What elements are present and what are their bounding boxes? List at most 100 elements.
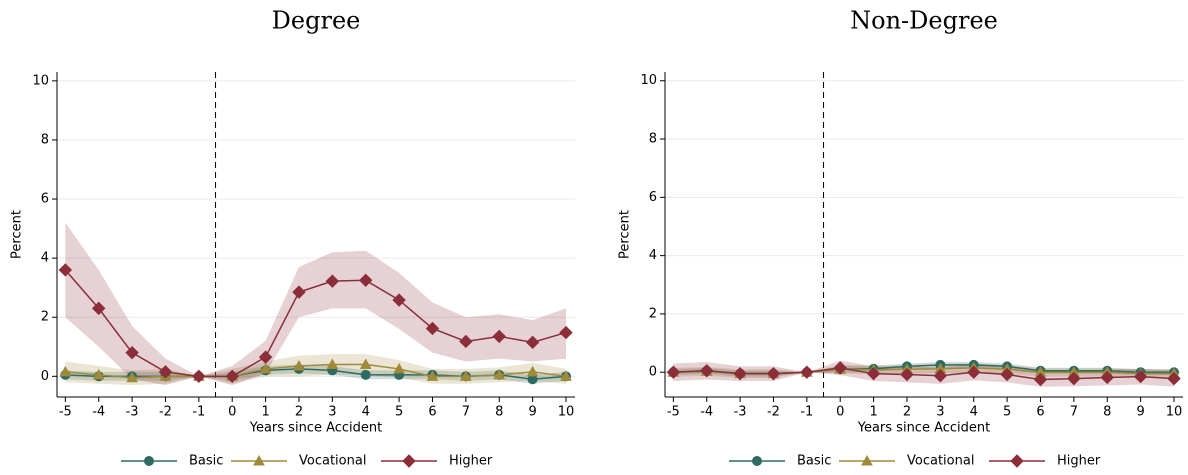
marker xyxy=(526,365,539,377)
series-line xyxy=(65,363,567,379)
confidence-band xyxy=(65,364,566,384)
marker xyxy=(525,335,540,350)
y-axis-label: Percent xyxy=(618,210,633,259)
x-tick-label: 10 xyxy=(1166,405,1183,420)
marker xyxy=(766,366,781,381)
legend-label: Basic xyxy=(797,454,831,469)
y-tick-label: 0 xyxy=(41,369,49,384)
x-tick-label: -1 xyxy=(192,405,205,420)
marker xyxy=(967,365,981,379)
chart-title: Degree xyxy=(272,7,361,35)
marker xyxy=(258,350,273,364)
marker xyxy=(1167,371,1181,386)
marker xyxy=(192,369,206,384)
x-tick-label: 10 xyxy=(558,405,575,420)
confidence-band xyxy=(65,222,566,386)
legend: Basic Vocational Higher xyxy=(729,454,1101,469)
marker xyxy=(392,293,406,307)
x-axis-label: Years since Accident xyxy=(249,421,383,436)
marker xyxy=(1100,370,1114,385)
y-tick-label: 10 xyxy=(32,73,49,88)
x-tick-label: 2 xyxy=(295,405,303,420)
y-tick-label: 2 xyxy=(649,306,657,321)
marker xyxy=(1033,372,1048,387)
legend-marker xyxy=(253,454,265,466)
marker xyxy=(493,368,506,380)
x-tick-label: 6 xyxy=(1036,405,1044,420)
y-tick-label: 10 xyxy=(640,73,657,88)
confidence-band xyxy=(673,363,1174,379)
marker xyxy=(733,366,747,381)
marker xyxy=(459,334,473,349)
x-tick-label: 5 xyxy=(395,405,403,420)
x-tick-label: 3 xyxy=(936,405,944,420)
marker xyxy=(360,369,371,380)
marker xyxy=(92,368,105,380)
x-tick-label: -4 xyxy=(92,405,105,420)
marker xyxy=(1067,371,1081,386)
y-tick-label: 6 xyxy=(649,190,657,205)
marker xyxy=(325,274,340,288)
legend-marker xyxy=(144,456,154,466)
x-tick-label: -5 xyxy=(59,405,72,420)
marker xyxy=(58,263,73,277)
y-tick-label: 0 xyxy=(649,365,657,380)
marker xyxy=(125,345,139,360)
y-axis-label: Percent xyxy=(10,210,25,259)
marker xyxy=(393,362,405,374)
x-tick-label: 4 xyxy=(970,405,978,420)
legend-label: Basic xyxy=(189,454,223,469)
x-tick-label: -2 xyxy=(767,405,780,420)
x-tick-label: 8 xyxy=(1103,405,1111,420)
x-tick-label: 9 xyxy=(528,405,536,420)
marker xyxy=(359,358,372,369)
marker xyxy=(1000,367,1014,382)
marker xyxy=(666,365,681,379)
marker xyxy=(225,369,239,384)
confidence-band xyxy=(673,360,1174,387)
x-tick-label: 5 xyxy=(1003,405,1011,420)
y-tick-label: 8 xyxy=(649,132,657,147)
marker xyxy=(1133,369,1148,384)
marker xyxy=(933,369,948,383)
marker xyxy=(259,362,272,374)
x-tick-label: 3 xyxy=(328,405,336,420)
marker xyxy=(492,329,506,344)
marker xyxy=(900,367,914,382)
marker xyxy=(460,370,472,381)
marker xyxy=(560,370,572,381)
x-tick-label: 7 xyxy=(462,405,470,420)
marker xyxy=(700,364,714,378)
x-tick-label: -3 xyxy=(734,405,747,420)
marker xyxy=(293,359,305,371)
x-axis-label: Years since Accident xyxy=(857,421,991,436)
marker xyxy=(866,366,881,381)
marker xyxy=(559,325,573,340)
series-line xyxy=(64,269,567,378)
x-tick-label: 6 xyxy=(428,405,436,420)
marker xyxy=(426,370,439,381)
legend-label: Higher xyxy=(449,454,493,469)
legend-marker xyxy=(861,454,873,466)
x-tick-label: -1 xyxy=(800,405,813,420)
x-tick-label: 0 xyxy=(836,405,844,420)
x-tick-label: -2 xyxy=(159,405,172,420)
x-tick-label: 7 xyxy=(1070,405,1078,420)
x-tick-label: -4 xyxy=(700,405,713,420)
marker xyxy=(359,273,373,288)
legend-marker xyxy=(402,454,416,468)
x-tick-label: 9 xyxy=(1136,405,1144,420)
x-tick-label: -5 xyxy=(667,405,680,420)
y-tick-label: 2 xyxy=(41,310,49,325)
legend-marker xyxy=(1010,454,1024,468)
x-tick-label: 1 xyxy=(869,405,877,420)
marker xyxy=(425,321,440,336)
legend-label: Vocational xyxy=(299,454,366,469)
legend-marker xyxy=(752,456,762,466)
marker xyxy=(59,365,72,377)
x-tick-label: -3 xyxy=(126,405,139,420)
x-tick-label: 2 xyxy=(903,405,911,420)
marker xyxy=(292,285,306,299)
marker xyxy=(833,361,847,375)
